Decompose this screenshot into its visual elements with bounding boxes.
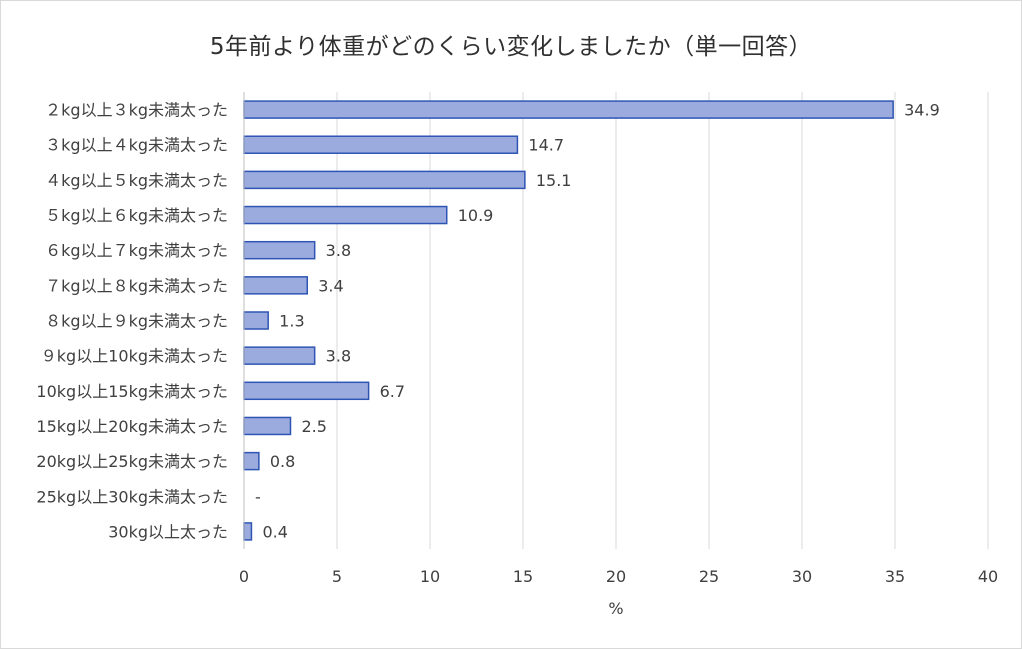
- x-tick-label: 40: [978, 567, 998, 586]
- data-label: 15.1: [536, 171, 572, 190]
- bar: [243, 416, 292, 436]
- category-label: 20kg以上25kg未満太った: [36, 452, 228, 471]
- x-tick-label: 35: [885, 567, 905, 586]
- chart-title: 5年前より体重がどのくらい変化しましたか（単一回答）: [209, 34, 813, 60]
- category-label: ５kg以上６kg未満太った: [45, 206, 228, 225]
- bar: [243, 522, 253, 541]
- bar: [243, 240, 316, 260]
- bar: [243, 381, 370, 401]
- x-tick-label: 15: [513, 567, 533, 586]
- x-tick-label: 25: [699, 567, 719, 586]
- data-label: 2.5: [302, 417, 327, 436]
- x-tick-label: 5: [332, 567, 342, 586]
- data-label: 6.7: [380, 382, 405, 401]
- category-label: ６kg以上７kg未満太った: [45, 241, 228, 260]
- category-label: ２kg以上３kg未満太った: [45, 101, 228, 120]
- data-label: 3.4: [318, 276, 343, 295]
- x-tick-label: 30: [792, 567, 812, 586]
- bar: [243, 451, 260, 471]
- data-label: 3.8: [326, 347, 351, 366]
- data-label: 10.9: [458, 206, 494, 225]
- x-tick-label: 10: [420, 567, 440, 586]
- x-tick-label: 0: [239, 567, 249, 586]
- bar: [243, 135, 519, 154]
- bar: [243, 205, 448, 225]
- category-label: ３kg以上４kg未満太った: [45, 136, 228, 155]
- category-label: ９kg以上10kg未満太った: [41, 347, 228, 366]
- data-label: 0.4: [262, 522, 287, 541]
- data-label: 0.8: [270, 452, 295, 471]
- category-label: ８kg以上９kg未満太った: [45, 312, 228, 331]
- data-label: -: [255, 487, 261, 506]
- bar: [243, 276, 308, 295]
- data-label: 1.3: [279, 312, 304, 331]
- data-label: 14.7: [528, 136, 564, 155]
- bar: [243, 311, 269, 330]
- x-tick-label: 20: [606, 567, 626, 586]
- bar: [243, 170, 526, 190]
- bar: [243, 346, 316, 365]
- category-label: 15kg以上20kg未満太った: [36, 417, 228, 436]
- x-axis-title: %: [608, 599, 623, 618]
- data-label: 34.9: [904, 101, 940, 120]
- category-label: 30kg以上太った: [108, 522, 228, 541]
- category-label: ４kg以上５kg未満太った: [45, 171, 228, 190]
- category-label: 25kg以上30kg未満太った: [36, 487, 228, 506]
- category-label: 10kg以上15kg未満太った: [36, 382, 228, 401]
- bar: [243, 100, 894, 119]
- category-label: ７kg以上８kg未満太った: [45, 276, 228, 295]
- data-label: 3.8: [326, 241, 351, 260]
